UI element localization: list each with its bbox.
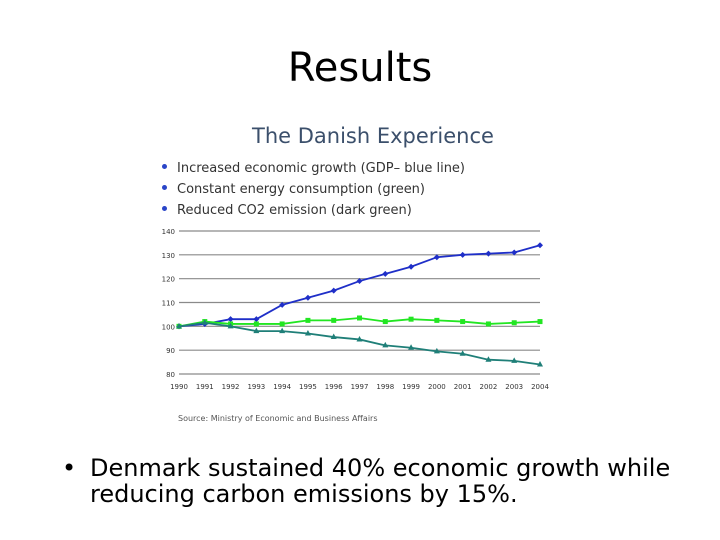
data-point [511, 320, 517, 326]
data-point [460, 319, 466, 325]
data-point [537, 319, 543, 325]
chart-source: Source: Ministry of Economic and Busines… [178, 414, 378, 423]
chart-legend: Increased economic growth (GDP– blue lin… [162, 158, 465, 221]
data-point [408, 263, 415, 270]
x-tick-label: 2004 [531, 383, 549, 391]
data-point [253, 316, 260, 323]
data-point [331, 317, 337, 323]
y-tick-label: 110 [162, 300, 175, 308]
x-tick-label: 1998 [376, 383, 394, 391]
data-point [357, 315, 362, 321]
data-point [330, 333, 337, 340]
x-tick-label: 1999 [402, 383, 420, 391]
data-point [227, 316, 234, 323]
y-tick-label: 140 [162, 228, 175, 236]
data-point [304, 329, 311, 336]
body-bullet-text: Denmark sustained 40% economic growth wh… [90, 454, 671, 508]
data-point [279, 327, 286, 334]
data-point [330, 287, 337, 294]
bullet-icon [162, 185, 167, 190]
data-point [433, 254, 440, 261]
x-tick-label: 2001 [454, 383, 472, 391]
legend-item-gdp: Increased economic growth (GDP– blue lin… [162, 158, 465, 179]
body-bullet: • Denmark sustained 40% economic growth … [62, 455, 682, 507]
x-tick-label: 1997 [351, 383, 369, 391]
data-point [253, 321, 259, 327]
data-point [485, 356, 492, 362]
legend-item-energy: Constant energy consumption (green) [162, 179, 465, 200]
bullet-icon: • [62, 454, 77, 482]
chart-title: The Danish Experience [252, 124, 494, 148]
bullet-icon [162, 206, 167, 211]
y-tick-label: 90 [166, 347, 175, 355]
line-chart: 80 90 100 110 120 130 140 1990 1991 1992 1993 1994 1… [162, 228, 550, 391]
data-point [227, 322, 234, 329]
data-point [176, 322, 182, 329]
data-point [511, 249, 518, 256]
x-tick-label: 1994 [273, 383, 291, 391]
data-point [537, 242, 543, 249]
data-point [434, 317, 440, 323]
x-tick-label: 1992 [222, 383, 240, 391]
data-point [459, 350, 466, 356]
y-tick-label: 80 [166, 371, 175, 379]
series-line [178, 321, 541, 366]
data-point [485, 321, 491, 327]
x-tick-label: 2000 [428, 383, 446, 391]
data-point [382, 270, 389, 277]
data-point [511, 357, 518, 363]
x-tick-label: 1993 [247, 383, 265, 391]
data-point [408, 316, 414, 322]
data-point [279, 321, 285, 327]
data-point [433, 347, 440, 354]
x-tick-label: 1995 [299, 383, 317, 391]
data-point [304, 294, 311, 301]
y-tick-label: 120 [162, 276, 175, 284]
bullet-icon [162, 164, 167, 169]
data-point [279, 301, 286, 308]
data-point [408, 344, 415, 350]
data-point [382, 341, 389, 348]
x-tick-label: 2002 [480, 383, 498, 391]
legend-label: Constant energy consumption (green) [177, 182, 425, 197]
y-tick-label: 130 [162, 252, 175, 260]
y-tick-label: 100 [162, 323, 175, 331]
x-tick-label: 1990 [170, 383, 188, 391]
data-point [459, 251, 466, 258]
data-point [356, 278, 363, 285]
x-tick-label: 1991 [196, 383, 214, 391]
data-point [356, 335, 363, 342]
data-point [201, 319, 208, 325]
slide-title: Results [287, 45, 433, 91]
data-point [485, 250, 492, 257]
data-point [382, 319, 388, 325]
legend-item-co2: Reduced CO2 emission (dark green) [162, 200, 465, 221]
x-tick-label: 1996 [325, 383, 343, 391]
series-line [178, 244, 541, 328]
data-point [253, 327, 260, 334]
data-point [537, 360, 543, 367]
data-point [305, 317, 311, 323]
x-tick-label: 2003 [505, 383, 523, 391]
legend-label: Increased economic growth (GDP– blue lin… [177, 161, 466, 176]
legend-label: Reduced CO2 emission (dark green) [177, 203, 412, 218]
